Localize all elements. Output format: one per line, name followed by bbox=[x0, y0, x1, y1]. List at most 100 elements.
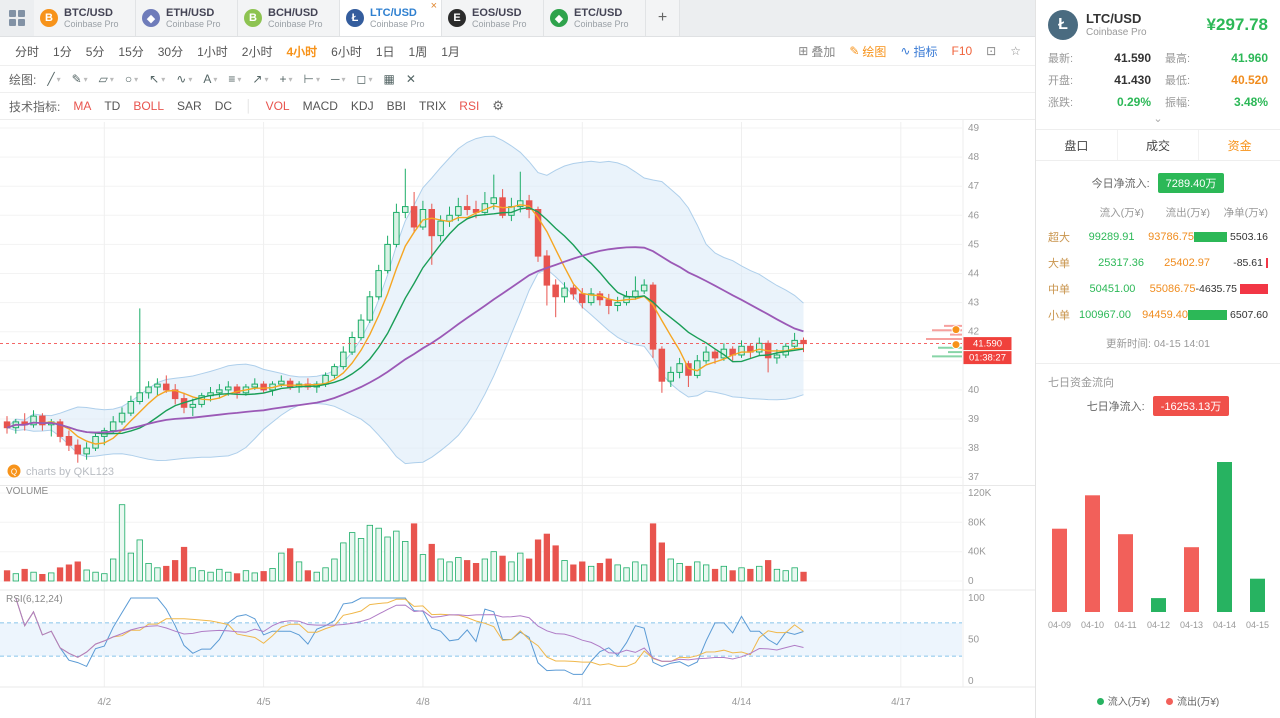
draw-tool-2[interactable]: ▱ ▾ bbox=[98, 72, 114, 86]
svg-text:0: 0 bbox=[968, 576, 974, 587]
draw-tool-9[interactable]: + ▾ bbox=[279, 72, 293, 86]
outflow-value: 55086.75 bbox=[1149, 283, 1196, 295]
draw-tool-5[interactable]: ∿ ▾ bbox=[176, 72, 193, 86]
svg-text:100: 100 bbox=[968, 593, 985, 604]
svg-text:38: 38 bbox=[968, 443, 980, 454]
sidebar-tabs: 盘口 成交 资金 bbox=[1036, 129, 1280, 161]
timeframe-1周[interactable]: 1周 bbox=[408, 44, 428, 59]
svg-text:47: 47 bbox=[968, 181, 980, 192]
weekly-legend: 流入(万¥) 流出(万¥) bbox=[1036, 689, 1280, 718]
indicator-boll[interactable]: BOLL bbox=[133, 99, 165, 113]
timeframe-15分[interactable]: 15分 bbox=[118, 44, 144, 59]
net-cell: -85.61 bbox=[1210, 257, 1268, 269]
tab-symbol-label: BCH/USD bbox=[268, 6, 319, 19]
timeframe-4小时[interactable]: 4小时 bbox=[286, 44, 318, 59]
indicator-rsi[interactable]: RSI bbox=[459, 99, 480, 113]
coin-icon: B bbox=[244, 9, 262, 27]
tab-exchange-label: Coinbase Pro bbox=[268, 19, 323, 30]
indicator-settings-gear-icon[interactable]: ⚙ bbox=[492, 98, 504, 113]
symbol-tab-eth[interactable]: ◆ ETH/USD Coinbase Pro bbox=[136, 0, 238, 36]
timeframe-1小时[interactable]: 1小时 bbox=[197, 44, 228, 59]
add-tab-button[interactable]: + bbox=[646, 0, 680, 36]
svg-text:4/5: 4/5 bbox=[257, 697, 271, 708]
draw-tool-12[interactable]: ◻ ▾ bbox=[356, 72, 373, 86]
draw-tool-3[interactable]: ○ ▾ bbox=[124, 72, 139, 86]
symbol-tab-btc[interactable]: B BTC/USD Coinbase Pro bbox=[34, 0, 136, 36]
timeframe-6小时[interactable]: 6小时 bbox=[331, 44, 362, 59]
svg-text:VOLUME: VOLUME bbox=[6, 486, 49, 497]
sidebar-tab-成交[interactable]: 成交 bbox=[1116, 130, 1199, 160]
symbol-tab-ltc[interactable]: Ł LTC/USD Coinbase Pro × bbox=[340, 0, 442, 36]
funds-row-小单: 小单 100967.00 94459.40 6507.60 bbox=[1048, 302, 1268, 328]
draw-tool-8[interactable]: ↗ ▾ bbox=[252, 72, 269, 86]
timeframe-分时[interactable]: 分时 bbox=[15, 44, 40, 59]
favorite-button[interactable]: ☆ bbox=[1010, 44, 1021, 58]
indicator-vol[interactable]: VOL bbox=[265, 99, 290, 113]
stat-value: 41.430 bbox=[1114, 73, 1151, 87]
col-net: 净单(万¥) bbox=[1223, 207, 1268, 219]
draw-utility-0[interactable]: ▦ bbox=[383, 72, 395, 86]
indicator-td[interactable]: TD bbox=[104, 99, 121, 113]
timeframe-bar: 分时 1分 5分 15分 30分 1小时 2小时 4小时 6小时 1日 1周 1月 ⊞ 叠加 ✎ 绘图 ∿… bbox=[0, 37, 1035, 66]
draw-tool-6[interactable]: A ▾ bbox=[203, 72, 218, 86]
stat-value: 0.29% bbox=[1116, 95, 1151, 109]
inflow-value: 50451.00 bbox=[1089, 283, 1136, 295]
symbol-tab-bch[interactable]: B BCH/USD Coinbase Pro bbox=[238, 0, 340, 36]
draw-button[interactable]: ✎ 绘图 bbox=[849, 43, 886, 60]
coin-icon: B bbox=[40, 9, 58, 27]
outflow-value: 93786.75 bbox=[1148, 231, 1195, 243]
legend-inflow: 流入(万¥) bbox=[1096, 693, 1150, 708]
sidebar-tab-资金[interactable]: 资金 bbox=[1198, 130, 1280, 160]
indicator-dc[interactable]: DC bbox=[214, 99, 233, 113]
draw-icon: ✎ bbox=[849, 44, 860, 58]
funds-row-超大: 超大 99289.91 93786.75 5503.16 bbox=[1048, 224, 1268, 250]
svg-text:04-13: 04-13 bbox=[1180, 620, 1203, 630]
tab-texts: ETC/USD Coinbase Pro bbox=[574, 7, 629, 30]
indicator-divider: │ bbox=[245, 99, 253, 113]
draw-tool-10[interactable]: ⊢ ▾ bbox=[303, 72, 320, 86]
timeframe-1分[interactable]: 1分 bbox=[53, 44, 72, 59]
timeframe-1月[interactable]: 1月 bbox=[441, 44, 460, 59]
overlay-button[interactable]: ⊞ 叠加 bbox=[798, 43, 835, 60]
indicator-kdj[interactable]: KDJ bbox=[350, 99, 374, 113]
coin-icon: ◆ bbox=[550, 9, 568, 27]
indicator-items: MA TD BOLL SAR DC │ VOL MACD KDJ BBI TRIX RSI bbox=[73, 99, 479, 113]
draw-tool-11[interactable]: ─ ▾ bbox=[330, 72, 346, 86]
timeframe-1日[interactable]: 1日 bbox=[375, 44, 395, 59]
draw-tool-1[interactable]: ✎ ▾ bbox=[71, 72, 88, 86]
funds-row-label: 中单 bbox=[1048, 284, 1070, 296]
draw-tool-4[interactable]: ↖ ▾ bbox=[149, 72, 166, 86]
apps-grid-icon[interactable] bbox=[0, 0, 34, 36]
tab-symbol-label: ETH/USD bbox=[166, 6, 215, 19]
indicator-trix[interactable]: TRIX bbox=[418, 99, 447, 113]
weekly-flow-section: 七日资金流向 七日净流入: -16253.13万 04-09 04-10 04-11… bbox=[1036, 363, 1280, 718]
indicator-button[interactable]: ∿ 指标 bbox=[900, 43, 937, 60]
f10-button[interactable]: F10 bbox=[951, 44, 973, 58]
svg-text:42: 42 bbox=[968, 327, 980, 338]
symbol-tab-etc[interactable]: ◆ ETC/USD Coinbase Pro bbox=[544, 0, 646, 36]
legend-outflow: 流出(万¥) bbox=[1166, 693, 1219, 708]
ma-lines-layer bbox=[6, 204, 804, 445]
indicator-macd[interactable]: MACD bbox=[302, 99, 338, 113]
draw-tool-0[interactable]: ╱ ▾ bbox=[47, 72, 61, 86]
timeframe-30分[interactable]: 30分 bbox=[157, 44, 184, 59]
draw-label: 绘图 bbox=[862, 44, 887, 59]
net-bar bbox=[1240, 284, 1268, 294]
close-tab-icon[interactable]: × bbox=[430, 0, 437, 12]
collapse-chevron-icon[interactable]: ⌄ bbox=[1153, 113, 1163, 125]
tab-exchange-label: Coinbase Pro bbox=[166, 19, 221, 30]
indicator-bbi[interactable]: BBI bbox=[386, 99, 406, 113]
indicator-ma[interactable]: MA bbox=[73, 99, 92, 113]
symbol-tab-eos[interactable]: E EOS/USD Coinbase Pro bbox=[442, 0, 544, 36]
svg-text:46: 46 bbox=[968, 210, 980, 221]
chart-area[interactable]: 494847464544434241403938374/24/54/84/114… bbox=[0, 120, 1035, 718]
indicator-sar[interactable]: SAR bbox=[177, 99, 202, 113]
snapshot-button[interactable]: ⊡ bbox=[986, 44, 996, 58]
draw-utility-1[interactable]: ✕ bbox=[405, 72, 416, 86]
draw-tool-7[interactable]: ≡ ▾ bbox=[228, 72, 242, 86]
timeframe-5分[interactable]: 5分 bbox=[85, 44, 105, 59]
col-inflow: 流入(万¥) bbox=[1099, 207, 1144, 219]
timeframe-2小时[interactable]: 2小时 bbox=[241, 44, 273, 59]
sidebar-tab-盘口[interactable]: 盘口 bbox=[1064, 138, 1089, 153]
